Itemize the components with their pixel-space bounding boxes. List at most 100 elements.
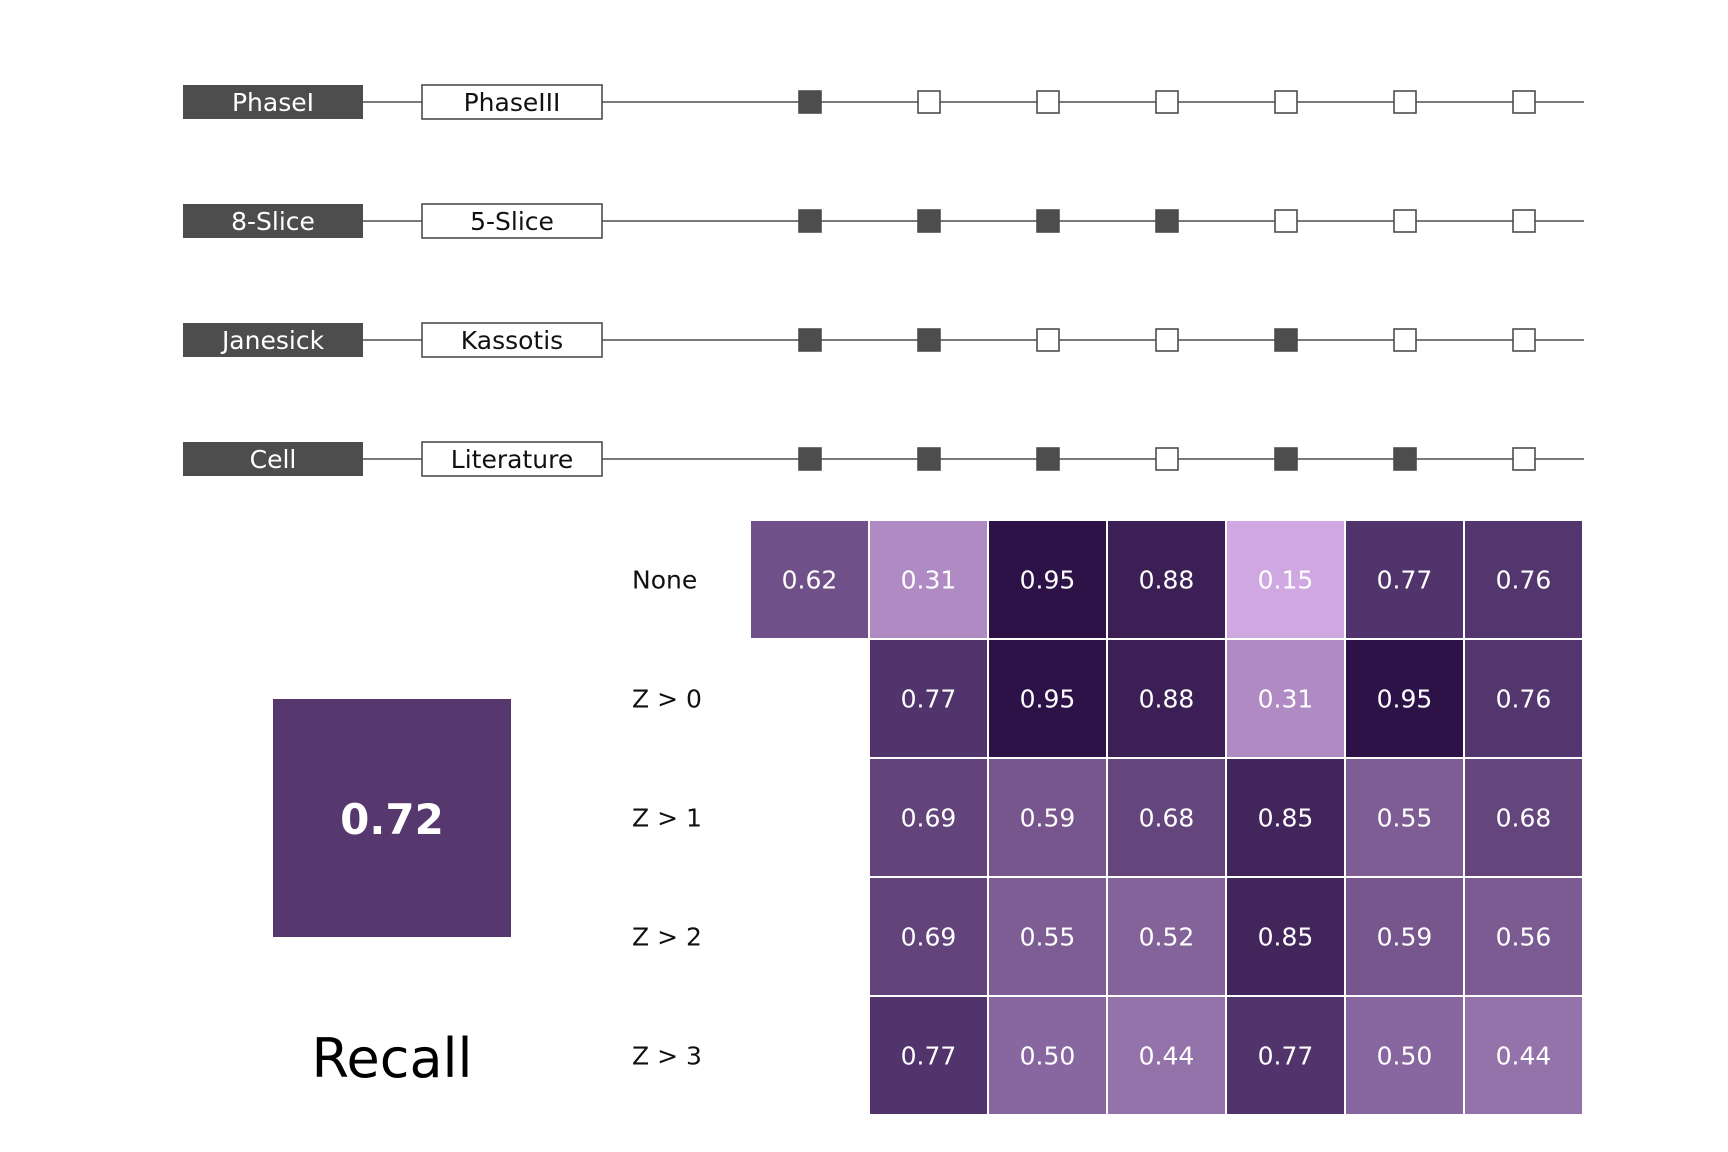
empty-marker [1155,447,1179,471]
row-label: Z > 2 [632,923,702,952]
heatmap-cell [1225,876,1346,997]
heatmap-cell-value: 0.44 [1496,1042,1552,1071]
heatmap-cell-value: 0.77 [1258,1042,1314,1071]
comparison-left-label: PhaseI [232,88,314,117]
comparison-left-label: Cell [250,445,297,474]
heatmap-cell [1463,995,1584,1116]
comparison-right-box [421,84,603,120]
comparison-right-label: Literature [451,445,573,474]
heatmap-cell-value: 0.31 [1258,685,1314,714]
heatmap-cell [1463,638,1584,759]
summary-label: Recall [311,1027,472,1090]
comparison-right-box [421,322,603,358]
heatmap-cell-value: 0.50 [1377,1042,1433,1071]
heatmap-cell [1106,519,1227,640]
heatmap-cell [1463,757,1584,878]
comparison-right-label: Kassotis [461,326,563,355]
heatmap-cell-value: 0.59 [1377,923,1433,952]
heatmap-cell-value: 0.76 [1496,685,1552,714]
filled-marker [798,328,822,352]
empty-marker [1393,90,1417,114]
heatmap-cell-value: 0.59 [1020,804,1076,833]
heatmap-cell-value: 0.68 [1139,804,1195,833]
heatmap-cell-value: 0.88 [1139,566,1195,595]
empty-marker [1512,328,1536,352]
comparison-right-label: PhaseIII [464,88,561,117]
comparison-left-box [183,323,363,357]
heatmap-cell-value: 0.15 [1258,566,1314,595]
comparison-left-label: 8-Slice [231,207,315,236]
filled-marker [1274,447,1298,471]
empty-marker [1512,209,1536,233]
empty-marker [1155,90,1179,114]
filled-marker [798,447,822,471]
heatmap-cell-value: 0.55 [1020,923,1076,952]
filled-marker [1036,209,1060,233]
heatmap-cell-value: 0.55 [1377,804,1433,833]
comparison-left-box [183,85,363,119]
comparison-right-box [421,441,603,477]
heatmap-cell-value: 0.76 [1496,566,1552,595]
heatmap-cell-value: 0.77 [901,685,957,714]
heatmap-cell [1463,876,1584,997]
heatmap-cell [1344,995,1465,1116]
row-label: Z > 3 [632,1042,702,1071]
heatmap-cell [1225,519,1346,640]
empty-marker [1274,209,1298,233]
heatmap-cell-value: 0.85 [1258,923,1314,952]
heatmap-cell [987,876,1108,997]
empty-marker [1512,90,1536,114]
heatmap-cell-value: 0.52 [1139,923,1195,952]
heatmap-cell [1225,757,1346,878]
row-label: Z > 1 [632,804,702,833]
row-label: Z > 0 [632,685,702,714]
filled-marker [917,447,941,471]
row-label: None [632,566,697,595]
heatmap-cell-value: 0.68 [1496,804,1552,833]
filled-marker [917,209,941,233]
heatmap-cell-value: 0.31 [901,566,957,595]
heatmap-cell [868,995,989,1116]
empty-marker [1274,90,1298,114]
heatmap-cell-value: 0.95 [1020,566,1076,595]
heatmap-cell [749,519,870,640]
heatmap-cell-value: 0.44 [1139,1042,1195,1071]
heatmap-cell [868,876,989,997]
filled-marker [1393,447,1417,471]
summary-value: 0.72 [340,795,444,844]
comparison-right-box [421,203,603,239]
comparison-right-label: 5-Slice [470,207,554,236]
heatmap-cell-value: 0.56 [1496,923,1552,952]
heatmap-cell-value: 0.62 [782,566,838,595]
heatmap-cell-value: 0.50 [1020,1042,1076,1071]
empty-marker [1155,328,1179,352]
empty-marker [1036,328,1060,352]
empty-marker [1393,328,1417,352]
filled-marker [798,90,822,114]
heatmap-cell [1344,876,1465,997]
empty-marker [1036,90,1060,114]
filled-marker [1274,328,1298,352]
heatmap-cell-value: 0.77 [1377,566,1433,595]
filled-marker [1155,209,1179,233]
heatmap-cell-value: 0.77 [901,1042,957,1071]
heatmap-cell-value: 0.85 [1258,804,1314,833]
heatmap-cell-value: 0.95 [1020,685,1076,714]
heatmap-cell [1463,519,1584,640]
comparison-left-box [183,204,363,238]
heatmap-cell-value: 0.95 [1377,685,1433,714]
heatmap-cell [868,757,989,878]
heatmap-cell [1106,995,1227,1116]
filled-marker [917,328,941,352]
heatmap-cell [987,519,1108,640]
filled-marker [1036,447,1060,471]
filled-marker [798,209,822,233]
comparison-left-label: Janesick [220,326,325,355]
heatmap-cell-value: 0.88 [1139,685,1195,714]
heatmap-cell-value: 0.69 [901,804,957,833]
summary-box [273,699,511,937]
empty-marker [1512,447,1536,471]
heatmap-cell [1225,995,1346,1116]
empty-marker [1393,209,1417,233]
